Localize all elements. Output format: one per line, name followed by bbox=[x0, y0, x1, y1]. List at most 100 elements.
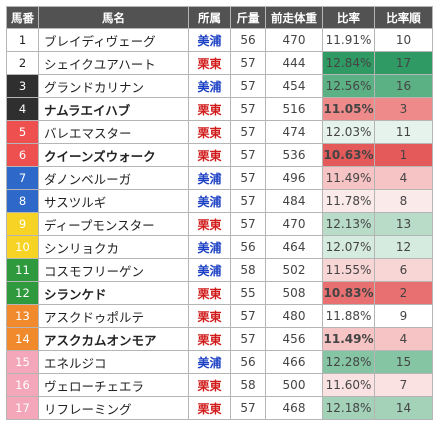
body-weight-cell: 502 bbox=[265, 258, 323, 282]
affiliation-cell: 美浦 bbox=[188, 258, 231, 282]
table-row: 16 ヴェローチェエラ 栗東 58 500 11.60% 7 bbox=[6, 373, 433, 397]
horse-name-cell: リフレーミング bbox=[38, 396, 189, 420]
affiliation-cell: 栗東 bbox=[188, 143, 231, 167]
table-row: 10 シンリョクカ 美浦 56 464 12.07% 12 bbox=[6, 235, 433, 259]
table-row: 6 クイーンズウォーク 栗東 57 536 10.63% 1 bbox=[6, 143, 433, 167]
carried-weight-cell: 57 bbox=[230, 396, 266, 420]
header-previous-body-weight[interactable]: 前走体重 bbox=[265, 6, 323, 29]
table-row: 14 アスクカムオンモア 栗東 57 456 11.49% 4 bbox=[6, 327, 433, 351]
ratio-cell: 12.03% bbox=[322, 120, 375, 144]
horse-number-cell: 6 bbox=[6, 143, 39, 167]
ratio-cell: 12.28% bbox=[322, 350, 375, 374]
body-weight-cell: 496 bbox=[265, 166, 323, 190]
affiliation-cell: 栗東 bbox=[188, 396, 231, 420]
header-horse-name[interactable]: 馬名 bbox=[38, 6, 189, 29]
body-weight-cell: 444 bbox=[265, 51, 323, 75]
ratio-cell: 11.05% bbox=[322, 97, 375, 121]
horse-name-cell: サスツルギ bbox=[38, 189, 189, 213]
ratio-rank-cell: 16 bbox=[374, 74, 433, 98]
body-weight-cell: 508 bbox=[265, 281, 323, 305]
table-row: 13 アスクドゥポルテ 栗東 57 480 11.88% 9 bbox=[6, 304, 433, 328]
ratio-rank-cell: 13 bbox=[374, 212, 433, 236]
carried-weight-cell: 57 bbox=[230, 97, 266, 121]
body-weight-cell: 480 bbox=[265, 304, 323, 328]
horse-name-cell: ディープモンスター bbox=[38, 212, 189, 236]
carried-weight-cell: 58 bbox=[230, 373, 266, 397]
table-row: 5 バレエマスター 栗東 57 474 12.03% 11 bbox=[6, 120, 433, 144]
horse-name-cell: クイーンズウォーク bbox=[38, 143, 189, 167]
affiliation-cell: 美浦 bbox=[188, 350, 231, 374]
carried-weight-cell: 56 bbox=[230, 28, 266, 52]
horse-ratio-table: 馬番 馬名 所属 斤量 前走体重 比率 比率順 1 ブレイディヴェーグ 美浦 56 47… bbox=[6, 6, 433, 420]
horse-name-cell: ヴェローチェエラ bbox=[38, 373, 189, 397]
horse-name-cell: グランドカリナン bbox=[38, 74, 189, 98]
ratio-cell: 12.18% bbox=[322, 396, 375, 420]
horse-name-cell: コスモフリーゲン bbox=[38, 258, 189, 282]
horse-name-cell: シェイクユアハート bbox=[38, 51, 189, 75]
ratio-cell: 12.84% bbox=[322, 51, 375, 75]
horse-name-cell: ブレイディヴェーグ bbox=[38, 28, 189, 52]
ratio-rank-cell: 14 bbox=[374, 396, 433, 420]
horse-number-cell: 8 bbox=[6, 189, 39, 213]
body-weight-cell: 484 bbox=[265, 189, 323, 213]
horse-number-cell: 16 bbox=[6, 373, 39, 397]
table-row: 12 シランケド 栗東 55 508 10.83% 2 bbox=[6, 281, 433, 305]
ratio-rank-cell: 12 bbox=[374, 235, 433, 259]
horse-name-cell: アスクカムオンモア bbox=[38, 327, 189, 351]
table-row: 11 コスモフリーゲン 美浦 58 502 11.55% 6 bbox=[6, 258, 433, 282]
horse-name-cell: アスクドゥポルテ bbox=[38, 304, 189, 328]
affiliation-cell: 美浦 bbox=[188, 74, 231, 98]
ratio-cell: 12.07% bbox=[322, 235, 375, 259]
horse-number-cell: 7 bbox=[6, 166, 39, 190]
ratio-rank-cell: 2 bbox=[374, 281, 433, 305]
ratio-cell: 11.49% bbox=[322, 166, 375, 190]
affiliation-cell: 栗東 bbox=[188, 51, 231, 75]
ratio-rank-cell: 1 bbox=[374, 143, 433, 167]
header-ratio-rank[interactable]: 比率順 bbox=[374, 6, 433, 29]
affiliation-cell: 美浦 bbox=[188, 235, 231, 259]
body-weight-cell: 470 bbox=[265, 28, 323, 52]
horse-number-cell: 2 bbox=[6, 51, 39, 75]
horse-number-cell: 5 bbox=[6, 120, 39, 144]
horse-number-cell: 10 bbox=[6, 235, 39, 259]
table-row: 9 ディープモンスター 栗東 57 470 12.13% 13 bbox=[6, 212, 433, 236]
header-affiliation[interactable]: 所属 bbox=[188, 6, 231, 29]
body-weight-cell: 474 bbox=[265, 120, 323, 144]
affiliation-cell: 美浦 bbox=[188, 166, 231, 190]
horse-number-cell: 11 bbox=[6, 258, 39, 282]
ratio-cell: 11.49% bbox=[322, 327, 375, 351]
affiliation-cell: 栗東 bbox=[188, 120, 231, 144]
horse-name-cell: シランケド bbox=[38, 281, 189, 305]
affiliation-cell: 栗東 bbox=[188, 373, 231, 397]
header-carried-weight[interactable]: 斤量 bbox=[230, 6, 266, 29]
carried-weight-cell: 58 bbox=[230, 258, 266, 282]
ratio-rank-cell: 4 bbox=[374, 327, 433, 351]
body-weight-cell: 466 bbox=[265, 350, 323, 374]
ratio-cell: 11.88% bbox=[322, 304, 375, 328]
body-weight-cell: 470 bbox=[265, 212, 323, 236]
table-row: 7 ダノンベルーガ 美浦 57 496 11.49% 4 bbox=[6, 166, 433, 190]
affiliation-cell: 栗東 bbox=[188, 97, 231, 121]
ratio-rank-cell: 7 bbox=[374, 373, 433, 397]
body-weight-cell: 500 bbox=[265, 373, 323, 397]
carried-weight-cell: 56 bbox=[230, 235, 266, 259]
carried-weight-cell: 57 bbox=[230, 212, 266, 236]
body-weight-cell: 464 bbox=[265, 235, 323, 259]
horse-number-cell: 12 bbox=[6, 281, 39, 305]
body-weight-cell: 456 bbox=[265, 327, 323, 351]
header-ratio[interactable]: 比率 bbox=[322, 6, 375, 29]
ratio-cell: 11.55% bbox=[322, 258, 375, 282]
carried-weight-cell: 57 bbox=[230, 327, 266, 351]
horse-name-cell: ナムラエイハブ bbox=[38, 97, 189, 121]
affiliation-cell: 栗東 bbox=[188, 281, 231, 305]
table-row: 2 シェイクユアハート 栗東 57 444 12.84% 17 bbox=[6, 51, 433, 75]
ratio-rank-cell: 15 bbox=[374, 350, 433, 374]
affiliation-cell: 栗東 bbox=[188, 327, 231, 351]
horse-number-cell: 14 bbox=[6, 327, 39, 351]
body-weight-cell: 468 bbox=[265, 396, 323, 420]
carried-weight-cell: 57 bbox=[230, 189, 266, 213]
horse-number-cell: 4 bbox=[6, 97, 39, 121]
affiliation-cell: 栗東 bbox=[188, 304, 231, 328]
header-horse-number[interactable]: 馬番 bbox=[6, 6, 39, 29]
carried-weight-cell: 57 bbox=[230, 143, 266, 167]
